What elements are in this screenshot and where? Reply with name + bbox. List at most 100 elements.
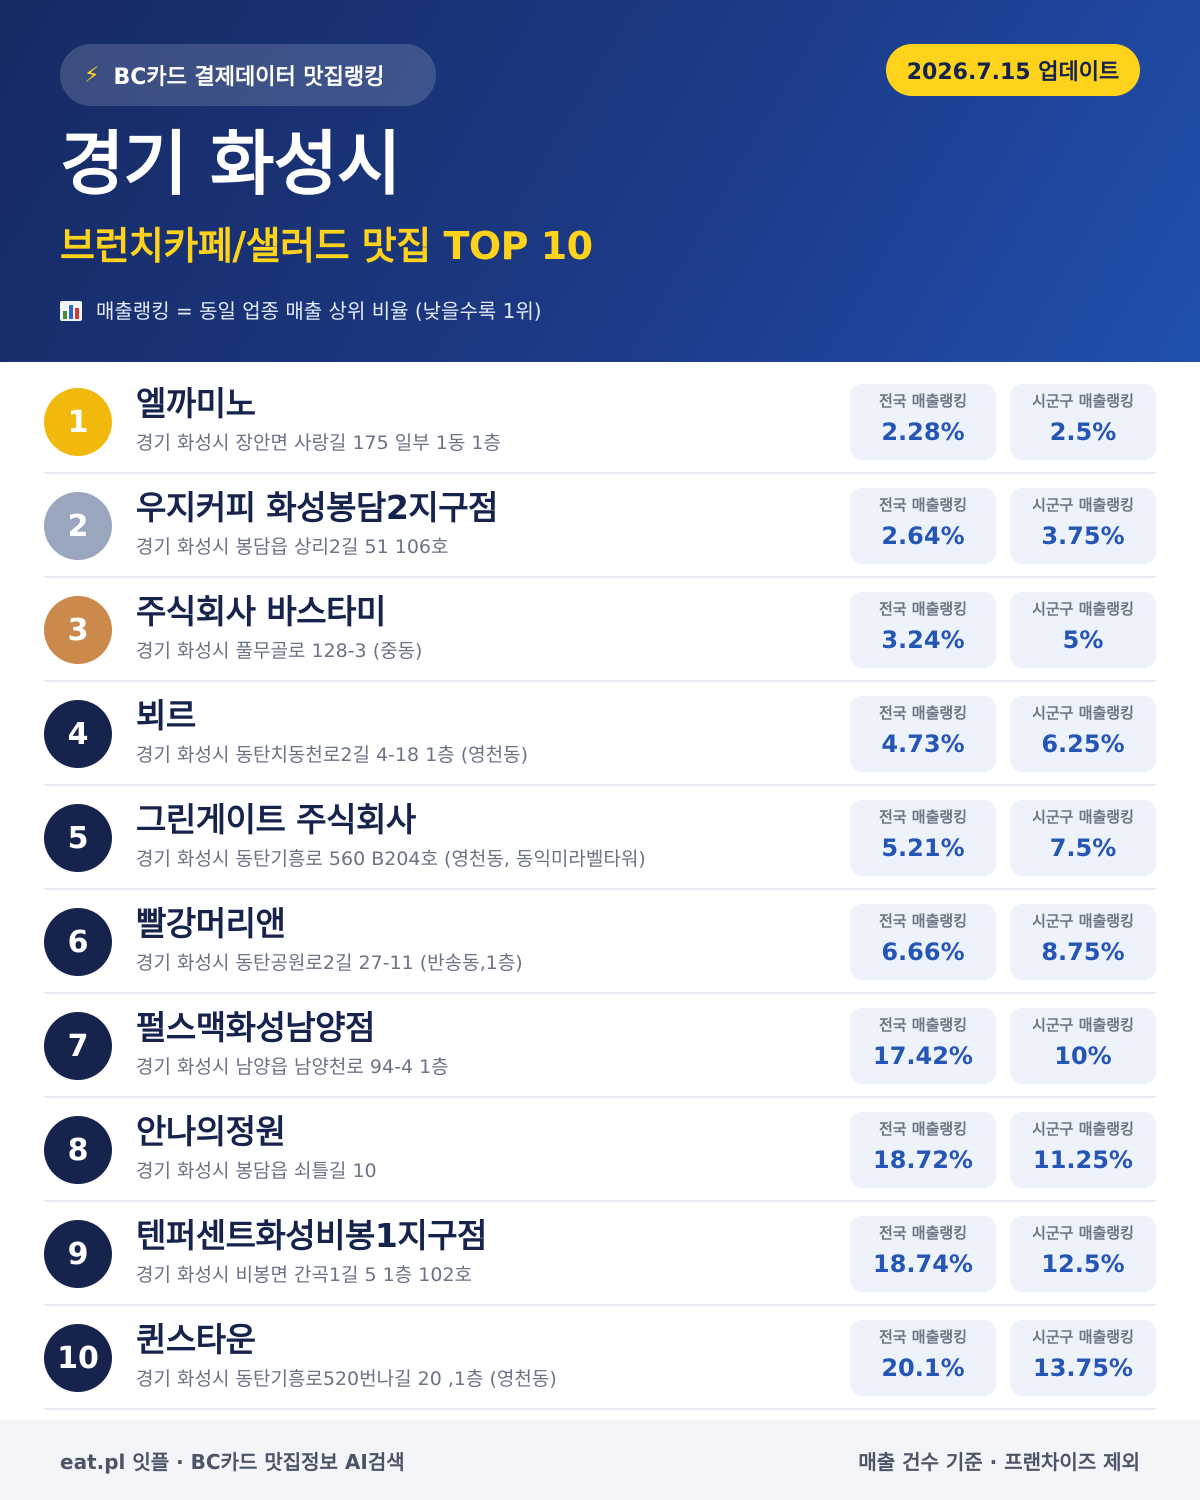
national-rank-label: 전국 매출랭킹 [850,599,996,619]
national-rank-card: 전국 매출랭킹 20.1% [850,1320,996,1396]
list-item[interactable]: 4 뵈르 경기 화성시 동탄치동천로2길 4-18 1층 (영천동) 전국 매출랭킹 4… [44,682,1156,786]
list-item[interactable]: 5 그린게이트 주식회사 경기 화성시 동탄기흥로 560 B204호 (영천동, … [44,786,1156,890]
national-rank-label: 전국 매출랭킹 [850,1223,996,1243]
rank-badge: 2 [44,492,112,560]
local-rank-label: 시군구 매출랭킹 [1010,1327,1156,1347]
restaurant-address: 경기 화성시 동탄기흥로 560 B204호 (영천동, 동익미라벨타워) [136,844,836,874]
rank-badge: 10 [44,1324,112,1392]
restaurant-address: 경기 화성시 남양읍 남양천로 94-4 1층 [136,1052,836,1082]
restaurant-address: 경기 화성시 동탄기흥로520번나길 20 ,1층 (영천동) [136,1364,836,1394]
local-rank-value: 13.75% [1010,1353,1156,1383]
ranking-list: 1 엘까미노 경기 화성시 장안면 사랑길 175 일부 1동 1층 전국 매출랭킹 2… [44,370,1156,1410]
national-rank-card: 전국 매출랭킹 4.73% [850,696,996,772]
national-rank-value: 2.28% [850,417,996,447]
restaurant-address: 경기 화성시 장안면 사랑길 175 일부 1동 1층 [136,428,836,458]
national-rank-card: 전국 매출랭킹 5.21% [850,800,996,876]
restaurant-name[interactable]: 텐퍼센트화성비봉1지구점 [136,1213,836,1259]
national-rank-label: 전국 매출랭킹 [850,1015,996,1035]
local-rank-label: 시군구 매출랭킹 [1010,1015,1156,1035]
list-item[interactable]: 8 안나의정원 경기 화성시 봉담읍 쇠틀길 10 전국 매출랭킹 18.72% 시군구 … [44,1098,1156,1202]
local-rank-card: 시군구 매출랭킹 3.75% [1010,488,1156,564]
list-item[interactable]: 9 텐퍼센트화성비봉1지구점 경기 화성시 비봉면 간곡1길 5 1층 102호 전국… [44,1202,1156,1306]
national-rank-card: 전국 매출랭킹 17.42% [850,1008,996,1084]
national-rank-label: 전국 매출랭킹 [850,911,996,931]
national-rank-value: 2.64% [850,521,996,551]
local-rank-value: 6.25% [1010,729,1156,759]
local-rank-label: 시군구 매출랭킹 [1010,599,1156,619]
rank-badge: 4 [44,700,112,768]
local-rank-value: 10% [1010,1041,1156,1071]
rank-badge: 8 [44,1116,112,1184]
national-rank-card: 전국 매출랭킹 6.66% [850,904,996,980]
page-subtitle: 브런치카페/샐러드 맛집 TOP 10 [60,218,593,274]
header-banner: ⚡ BC카드 결제데이터 맛집랭킹 2026.7.15 업데이트 경기 화성시 … [0,0,1200,362]
national-rank-value: 17.42% [850,1041,996,1071]
local-rank-value: 2.5% [1010,417,1156,447]
restaurant-name[interactable]: 빨강머리앤 [136,901,836,947]
local-rank-value: 5% [1010,625,1156,655]
list-item[interactable]: 2 우지커피 화성봉담2지구점 경기 화성시 봉담읍 상리2길 51 106호 전국 … [44,474,1156,578]
restaurant-name[interactable]: 펄스맥화성남양점 [136,1005,836,1051]
rank-badge: 6 [44,908,112,976]
national-rank-label: 전국 매출랭킹 [850,1119,996,1139]
local-rank-card: 시군구 매출랭킹 6.25% [1010,696,1156,772]
local-rank-value: 12.5% [1010,1249,1156,1279]
list-item[interactable]: 6 빨강머리앤 경기 화성시 동탄공원로2길 27-11 (반송동,1층) 전국 매출… [44,890,1156,994]
national-rank-label: 전국 매출랭킹 [850,495,996,515]
national-rank-label: 전국 매출랭킹 [850,807,996,827]
restaurant-name[interactable]: 뵈르 [136,693,836,739]
local-rank-value: 8.75% [1010,937,1156,967]
restaurant-address: 경기 화성시 동탄치동천로2길 4-18 1층 (영천동) [136,740,836,770]
restaurant-name[interactable]: 안나의정원 [136,1109,836,1155]
source-label: BC카드 결제데이터 맛집랭킹 [113,59,384,91]
restaurant-address: 경기 화성시 봉담읍 쇠틀길 10 [136,1156,836,1186]
bar-chart-icon [60,301,82,321]
restaurant-name[interactable]: 주식회사 바스타미 [136,589,836,635]
list-item[interactable]: 3 주식회사 바스타미 경기 화성시 풀무골로 128-3 (중동) 전국 매출랭킹 3… [44,578,1156,682]
national-rank-card: 전국 매출랭킹 2.28% [850,384,996,460]
national-rank-value: 18.72% [850,1145,996,1175]
restaurant-address: 경기 화성시 동탄공원로2길 27-11 (반송동,1층) [136,948,836,978]
list-item[interactable]: 1 엘까미노 경기 화성시 장안면 사랑길 175 일부 1동 1층 전국 매출랭킹 2… [44,370,1156,474]
national-rank-value: 20.1% [850,1353,996,1383]
list-item[interactable]: 7 펄스맥화성남양점 경기 화성시 남양읍 남양천로 94-4 1층 전국 매출랭킹 1… [44,994,1156,1098]
restaurant-address: 경기 화성시 봉담읍 상리2길 51 106호 [136,532,836,562]
local-rank-value: 11.25% [1010,1145,1156,1175]
national-rank-card: 전국 매출랭킹 18.72% [850,1112,996,1188]
local-rank-label: 시군구 매출랭킹 [1010,1119,1156,1139]
local-rank-label: 시군구 매출랭킹 [1010,1223,1156,1243]
local-rank-card: 시군구 매출랭킹 10% [1010,1008,1156,1084]
restaurant-name[interactable]: 그린게이트 주식회사 [136,797,836,843]
restaurant-name[interactable]: 퀸스타운 [136,1317,836,1363]
national-rank-value: 4.73% [850,729,996,759]
local-rank-label: 시군구 매출랭킹 [1010,911,1156,931]
list-item[interactable]: 10 퀸스타운 경기 화성시 동탄기흥로520번나길 20 ,1층 (영천동) 전국 … [44,1306,1156,1410]
lightning-icon: ⚡ [84,63,99,88]
rank-badge: 1 [44,388,112,456]
rank-badge: 5 [44,804,112,872]
source-badge: ⚡ BC카드 결제데이터 맛집랭킹 [60,44,436,106]
national-rank-card: 전국 매출랭킹 18.74% [850,1216,996,1292]
restaurant-name[interactable]: 우지커피 화성봉담2지구점 [136,485,836,531]
local-rank-label: 시군구 매출랭킹 [1010,391,1156,411]
national-rank-value: 3.24% [850,625,996,655]
local-rank-card: 시군구 매출랭킹 8.75% [1010,904,1156,980]
footer-note: 매출 건수 기준 · 프랜차이즈 제외 [858,1446,1140,1475]
restaurant-address: 경기 화성시 비봉면 간곡1길 5 1층 102호 [136,1260,836,1290]
national-rank-card: 전국 매출랭킹 3.24% [850,592,996,668]
update-date-badge: 2026.7.15 업데이트 [886,44,1140,96]
local-rank-card: 시군구 매출랭킹 12.5% [1010,1216,1156,1292]
local-rank-value: 7.5% [1010,833,1156,863]
restaurant-name[interactable]: 엘까미노 [136,381,836,427]
page-title: 경기 화성시 [60,118,400,210]
footer-source: eat.pl 잇플 · BC카드 맛집정보 AI검색 [60,1446,405,1475]
local-rank-value: 3.75% [1010,521,1156,551]
national-rank-value: 6.66% [850,937,996,967]
national-rank-label: 전국 매출랭킹 [850,703,996,723]
national-rank-label: 전국 매출랭킹 [850,1327,996,1347]
local-rank-label: 시군구 매출랭킹 [1010,807,1156,827]
legend-text: 매출랭킹 = 동일 업종 매출 상위 비율 (낮을수록 1위) [96,294,542,328]
local-rank-label: 시군구 매출랭킹 [1010,703,1156,723]
local-rank-card: 시군구 매출랭킹 13.75% [1010,1320,1156,1396]
restaurant-address: 경기 화성시 풀무골로 128-3 (중동) [136,636,836,666]
